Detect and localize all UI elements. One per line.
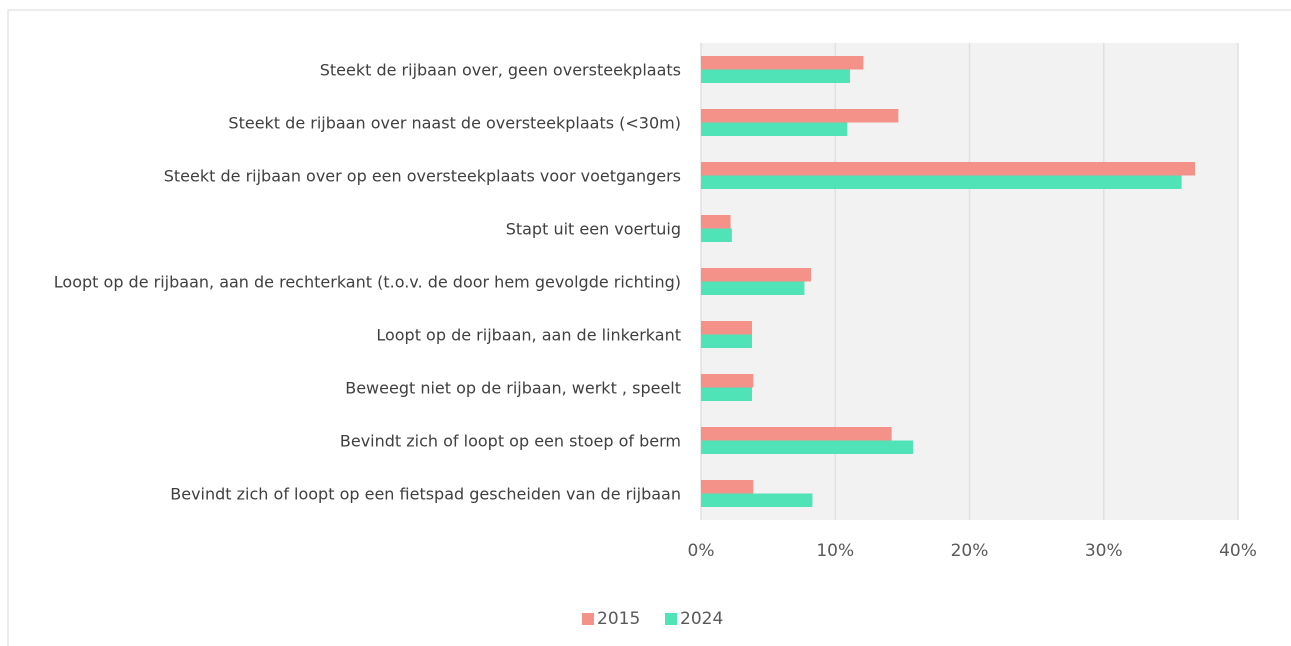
bar	[701, 281, 805, 295]
y-tick-label: Stapt uit een voertuig	[505, 219, 681, 238]
bar	[701, 56, 864, 70]
legend-swatch	[582, 613, 594, 625]
legend-label: 2015	[597, 609, 640, 629]
bar	[701, 334, 753, 348]
bar	[701, 109, 899, 123]
y-tick-label: Loopt op de rijbaan, aan de rechterkant …	[53, 272, 681, 291]
bar	[701, 480, 754, 494]
y-tick-label: Beweegt niet op de rijbaan, werkt , spee…	[345, 378, 681, 397]
x-tick-label: 40%	[1219, 541, 1257, 561]
bar	[701, 69, 851, 83]
y-tick-label: Bevindt zich of loopt op een fietspad ge…	[170, 484, 681, 503]
bar	[701, 427, 892, 441]
bar	[701, 321, 753, 335]
x-tick-label: 0%	[688, 541, 715, 561]
legend-swatch	[665, 613, 677, 625]
bar	[701, 440, 914, 454]
y-tick-label: Steekt de rijbaan over naast de overstee…	[228, 113, 681, 132]
x-tick-label: 20%	[951, 541, 989, 561]
bar	[701, 268, 812, 282]
y-tick-label: Loopt op de rijbaan, aan de linkerkant	[376, 325, 681, 344]
bar	[701, 387, 753, 401]
y-tick-label: Steekt de rijbaan over, geen oversteekpl…	[319, 60, 681, 79]
bar	[701, 374, 754, 388]
chart-border	[7, 9, 1291, 646]
x-tick-label: 10%	[816, 541, 854, 561]
bar	[701, 215, 731, 229]
bar	[701, 122, 848, 136]
bar	[701, 493, 813, 507]
bar	[701, 175, 1182, 189]
y-tick-label: Bevindt zich of loopt op een stoep of be…	[339, 431, 681, 450]
legend-label: 2024	[680, 609, 723, 629]
bar	[701, 162, 1196, 176]
bar	[701, 228, 732, 242]
x-tick-label: 30%	[1085, 541, 1123, 561]
y-tick-label: Steekt de rijbaan over op een oversteekp…	[163, 166, 681, 185]
